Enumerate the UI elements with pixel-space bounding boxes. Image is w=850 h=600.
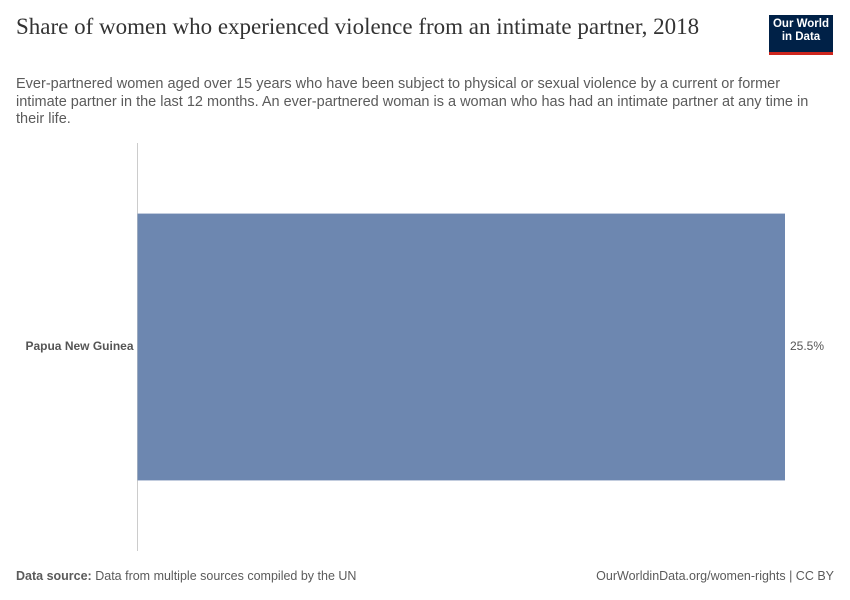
chart-title: Share of women who experienced violence … bbox=[16, 14, 700, 39]
chart-subtitle: Ever-partnered women aged over 15 years … bbox=[16, 76, 809, 127]
logo[interactable]: Our World in Data bbox=[769, 15, 833, 55]
source-url[interactable]: OurWorldinData.org/women-rights | CC BY bbox=[596, 569, 834, 583]
value-label: 25.5% bbox=[790, 339, 824, 353]
y-tick-label: Papua New Guinea bbox=[25, 339, 133, 353]
bar bbox=[137, 213, 785, 481]
source: Data from multiple sources compiled by t… bbox=[95, 569, 357, 583]
footer: Data source: Data from multiple sources … bbox=[16, 569, 834, 583]
source-label: Data source: bbox=[16, 569, 92, 583]
chart: Papua New Guinea 25.5% bbox=[25, 143, 824, 551]
